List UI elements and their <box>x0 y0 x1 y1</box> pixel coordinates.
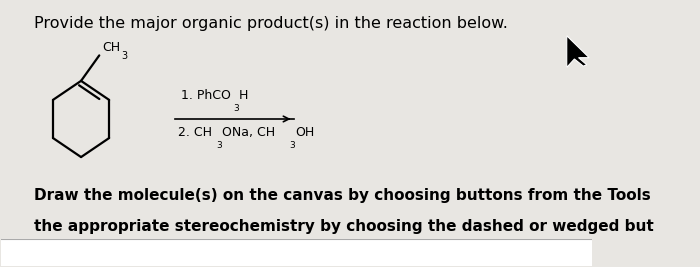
Text: 3: 3 <box>216 141 222 150</box>
Bar <box>1 239 592 266</box>
Text: OH: OH <box>295 126 314 139</box>
Text: Draw the molecule(s) on the canvas by choosing buttons from the Tools: Draw the molecule(s) on the canvas by ch… <box>34 188 650 203</box>
Text: 1. PhCO: 1. PhCO <box>181 89 231 102</box>
Text: 3: 3 <box>233 104 239 113</box>
Text: CH: CH <box>102 41 120 54</box>
Polygon shape <box>567 36 589 68</box>
Text: 2. CH: 2. CH <box>178 126 212 139</box>
Text: 3: 3 <box>122 51 128 61</box>
Text: Provide the major organic product(s) in the reaction below.: Provide the major organic product(s) in … <box>34 16 508 31</box>
Text: ONa, CH: ONa, CH <box>222 126 275 139</box>
Text: 3: 3 <box>289 141 295 150</box>
Text: H: H <box>239 89 248 102</box>
Text: the appropriate stereochemistry by choosing the dashed or wedged but: the appropriate stereochemistry by choos… <box>34 219 654 234</box>
